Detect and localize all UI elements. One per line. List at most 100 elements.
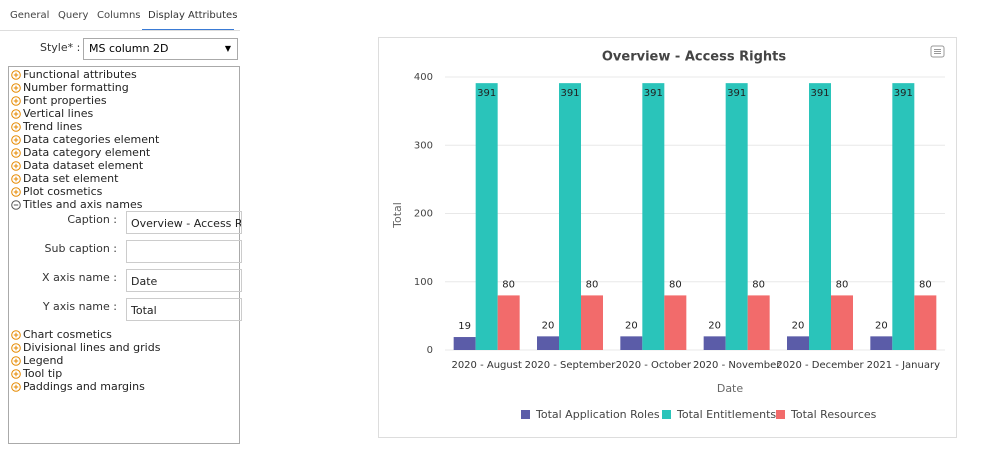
- attribute-tree: Functional attributes Number formatting Fo…: [8, 66, 242, 444]
- data-label: 80: [836, 279, 849, 290]
- data-label: 391: [727, 88, 746, 99]
- tree-item[interactable]: Data dataset element: [11, 159, 143, 172]
- tree-item-label: Data set element: [23, 172, 119, 185]
- tree-item-label: Paddings and margins: [23, 380, 145, 393]
- x-axis-title: Date: [717, 382, 744, 395]
- chart-frame: [378, 37, 957, 438]
- text-input[interactable]: Total: [126, 298, 242, 321]
- data-label: 80: [502, 279, 515, 290]
- tab-active[interactable]: Display Attributes: [148, 10, 238, 21]
- tree-item-label: Plot cosmetics: [23, 185, 103, 198]
- tree-item-label: Chart cosmetics: [23, 328, 112, 341]
- data-label: 391: [560, 88, 579, 99]
- bar: [870, 336, 893, 350]
- field-label: Caption :: [67, 213, 117, 226]
- data-label: 80: [752, 279, 765, 290]
- data-label: 20: [625, 320, 638, 331]
- text-input[interactable]: Overview - Access Right: [126, 211, 242, 234]
- tree-item[interactable]: Trend lines: [11, 120, 82, 133]
- tree-item[interactable]: Vertical lines: [11, 107, 93, 120]
- bar: [664, 295, 687, 350]
- bar: [453, 337, 476, 350]
- bar: [892, 83, 915, 350]
- chart: Overview - Access Rights Date Total 0 100…: [378, 37, 957, 438]
- x-tick-label: 2020 - October: [616, 360, 692, 371]
- tree-item-label: Titles and axis names: [23, 198, 143, 211]
- tree-item[interactable]: Functional attributes: [11, 68, 137, 81]
- field-label: Y axis name :: [42, 300, 117, 313]
- tree-item[interactable]: Number formatting: [11, 81, 129, 94]
- tree-item[interactable]: Font properties: [11, 94, 107, 107]
- tree-item[interactable]: Legend: [11, 354, 63, 367]
- data-label: 391: [810, 88, 829, 99]
- menu-icon[interactable]: [930, 45, 945, 58]
- tree-item-label: Data category element: [23, 146, 151, 159]
- expand-icon: [11, 200, 21, 210]
- tree-item[interactable]: Divisional lines and grids: [11, 341, 160, 354]
- expand-icon: [11, 148, 21, 158]
- text-input[interactable]: [126, 240, 242, 263]
- legend-label: Total Entitlements: [676, 408, 776, 421]
- x-tick-label: 2020 - November: [693, 360, 781, 371]
- tab[interactable]: Query: [58, 10, 89, 21]
- bar: [725, 83, 748, 350]
- tree-item-label: Divisional lines and grids: [23, 341, 161, 354]
- select-value: MS column 2D: [89, 42, 169, 55]
- data-label: 20: [792, 320, 805, 331]
- data-label: 19: [458, 321, 471, 332]
- tab-border: [0, 30, 240, 31]
- data-label: 20: [542, 320, 555, 331]
- bar: [831, 295, 853, 350]
- legend-label: Total Application Roles: [535, 408, 660, 421]
- bar: [703, 336, 726, 350]
- tab[interactable]: Columns: [97, 10, 141, 21]
- expand-icon: [11, 369, 21, 379]
- tree-item[interactable]: Tool tip: [11, 367, 62, 380]
- bar: [537, 336, 559, 350]
- legend-swatch: [521, 410, 530, 419]
- bar: [787, 336, 809, 350]
- bar: [581, 295, 603, 350]
- expand-icon: [11, 70, 21, 80]
- tree-item[interactable]: Paddings and margins: [11, 380, 145, 393]
- style-select[interactable]: MS column 2D ▼: [83, 38, 238, 60]
- bar: [642, 83, 665, 350]
- tree-item-label: Data categories element: [23, 133, 160, 146]
- tree-item-label: Data dataset element: [23, 159, 144, 172]
- tree-item-label: Number formatting: [23, 81, 129, 94]
- data-label: 391: [894, 88, 913, 99]
- tree-item-label: Trend lines: [23, 120, 83, 133]
- data-label: 20: [875, 320, 888, 331]
- legend-swatch: [776, 410, 785, 419]
- x-tick-label: 2020 - September: [525, 360, 617, 371]
- legend-swatch: [662, 410, 671, 419]
- data-label: 80: [586, 279, 599, 290]
- bar: [914, 295, 937, 350]
- tree-item[interactable]: Data set element: [11, 172, 118, 185]
- bar: [809, 83, 831, 350]
- tree-item[interactable]: Data categories element: [11, 133, 159, 146]
- text-input[interactable]: Date: [126, 269, 242, 292]
- expand-icon: [11, 356, 21, 366]
- tree-item[interactable]: Plot cosmetics: [11, 185, 102, 198]
- tree-item[interactable]: Titles and axis names: [11, 198, 142, 211]
- field-label: Sub caption :: [44, 242, 117, 255]
- y-tick-label: 400: [414, 72, 433, 83]
- expand-icon: [11, 109, 21, 119]
- chart-title: Overview - Access Rights: [602, 50, 786, 65]
- tree-item-label: Vertical lines: [23, 107, 94, 120]
- tree-item-label: Tool tip: [23, 367, 63, 380]
- style-label: Style* :: [40, 41, 81, 54]
- expand-icon: [11, 187, 21, 197]
- data-label: 80: [669, 279, 682, 290]
- data-label: 80: [919, 279, 932, 290]
- y-tick-label: 300: [414, 140, 433, 151]
- tree-item[interactable]: Chart cosmetics: [11, 328, 112, 341]
- select-arrow: ▼: [224, 44, 231, 53]
- x-tick-label: 2020 - August: [451, 360, 521, 371]
- expand-icon: [11, 343, 21, 353]
- tab[interactable]: General: [10, 10, 50, 21]
- expand-icon: [11, 96, 21, 106]
- tree-item[interactable]: Data category element: [11, 146, 150, 159]
